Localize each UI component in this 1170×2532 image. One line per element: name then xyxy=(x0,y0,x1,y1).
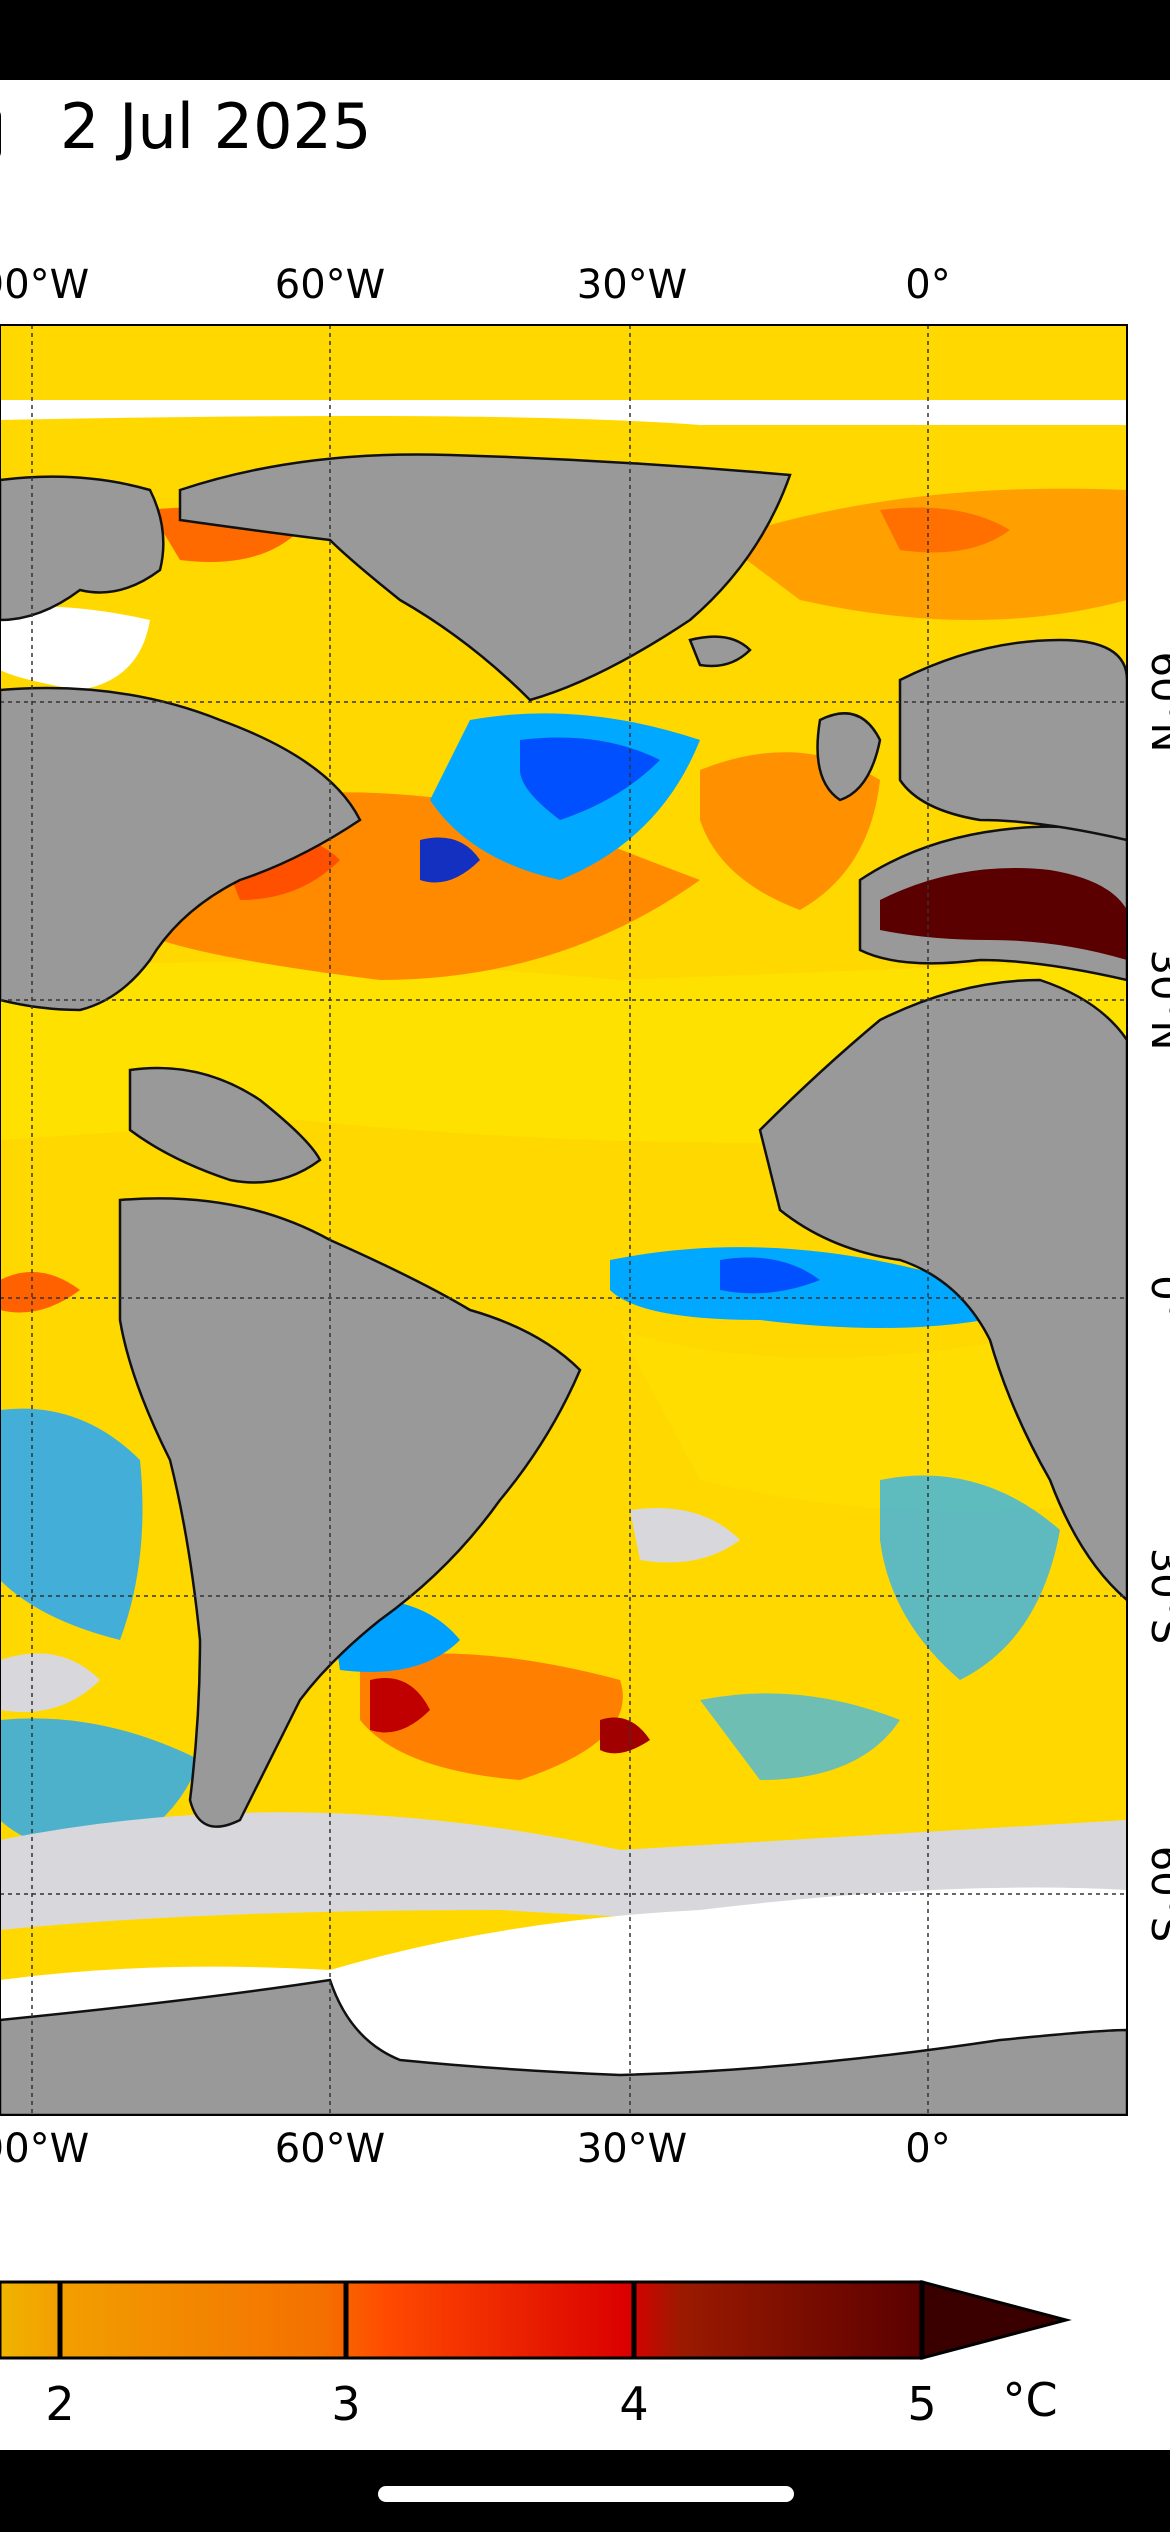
map-frame xyxy=(0,324,1128,2116)
colorbar-tick-5: 5 xyxy=(907,2377,936,2431)
british-isles xyxy=(816,712,882,802)
canadian-archipelago xyxy=(0,475,165,622)
map-frame-content xyxy=(0,325,1127,2115)
north-atlantic-cold-core xyxy=(520,737,660,820)
mediterranean-hot-anomaly xyxy=(880,868,1127,960)
home-indicator[interactable] xyxy=(378,2486,794,2502)
south-atlantic-warm-area xyxy=(360,1653,623,1780)
sst-anomaly-map: 60°N 30°N 0° 30°S 60°S 2 3 4 5 °C xyxy=(0,324,1170,2431)
lon-tick-bottom-90w: 90°W xyxy=(0,2126,90,2172)
lon-tick-top-60w: 60°W xyxy=(274,262,386,308)
colorbar-tick-3: 3 xyxy=(331,2377,360,2431)
colorbar: 2 3 4 5 °C xyxy=(0,2280,1072,2431)
lat-tick-60n: 60°N xyxy=(1142,652,1170,753)
lat-tick-60s: 60°S xyxy=(1142,1846,1170,1942)
europe-north xyxy=(898,638,1127,842)
south-atlantic-neutral-patch xyxy=(630,1508,740,1563)
nordic-warm-area xyxy=(720,488,1127,620)
lon-tick-bottom-30w: 30°W xyxy=(576,2126,688,2172)
lon-tick-bottom-60w: 60°W xyxy=(274,2126,386,2172)
iceland xyxy=(688,635,752,668)
south-atlantic-cold-patch xyxy=(700,1693,900,1780)
lat-labels: 60°N 30°N 0° 30°S 60°S xyxy=(1142,652,1170,1943)
africa xyxy=(758,978,1127,1602)
equatorial-cold-core xyxy=(720,1257,820,1294)
pacific-warm-spot xyxy=(0,1272,80,1313)
benguela-cold-area xyxy=(880,1475,1060,1680)
colorbar-unit: °C xyxy=(1002,2373,1057,2427)
hudson-bay-ice xyxy=(0,606,150,690)
colorbar-body xyxy=(0,2280,924,2360)
lon-tick-bottom-0: 0° xyxy=(905,2126,951,2172)
arctic-sea-ice xyxy=(0,400,1127,425)
greenland xyxy=(178,453,792,702)
status-bar xyxy=(0,0,1170,80)
antarctica xyxy=(0,1978,1127,2115)
pacific-neutral-patch xyxy=(0,1653,100,1712)
south-atlantic-hot-spot-1 xyxy=(370,1678,430,1733)
equatorial-cold-tongue xyxy=(610,1247,1030,1328)
lat-tick-30n: 30°N xyxy=(1142,950,1170,1051)
map-title: 2 Jul 2025 xyxy=(60,90,372,163)
south-atlantic-hot-spot-2 xyxy=(600,1717,650,1754)
central-america-caribbean xyxy=(128,1066,322,1184)
map-sheet: 2 Jul 2025 90°W 60°W 30°W 0° 90°W 60°W 3… xyxy=(0,80,1170,2450)
north-america xyxy=(0,686,362,1012)
lon-tick-top-30w: 30°W xyxy=(576,262,688,308)
colorbar-tick-4: 4 xyxy=(619,2377,648,2431)
land-masses xyxy=(0,453,1127,2115)
lon-tick-top-90w: 90°W xyxy=(0,262,90,308)
nordic-hot-spot xyxy=(880,507,1010,553)
north-atlantic-cold-spot xyxy=(420,837,480,883)
colorbar-tick-2: 2 xyxy=(45,2377,74,2431)
lat-tick-0: 0° xyxy=(1142,1275,1170,1320)
lat-tick-30s: 30°S xyxy=(1142,1548,1170,1644)
south-america xyxy=(118,1197,582,1828)
lon-tick-top-0: 0° xyxy=(905,262,951,308)
east-pacific-cold-area xyxy=(0,1408,143,1640)
colorbar-extend-arrow xyxy=(920,2280,1072,2360)
graticule xyxy=(0,325,1127,2115)
